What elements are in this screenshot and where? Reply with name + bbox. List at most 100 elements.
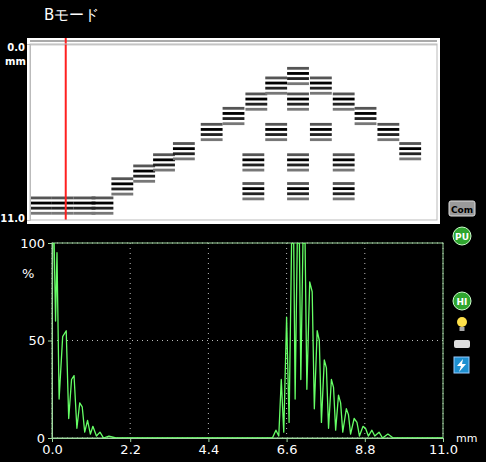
echo [287, 182, 309, 200]
echo-stripe [173, 157, 195, 160]
x-axis: 0.02.24.46.68.811.0 [42, 438, 458, 457]
echo [265, 123, 287, 141]
tick-label: 100 [20, 236, 45, 251]
y-axis: 0.011.0 [0, 42, 30, 224]
echo-stripe [242, 192, 264, 195]
echo-stripe [310, 128, 332, 131]
echo-stripe [377, 133, 399, 136]
echo-stripe [377, 138, 399, 141]
echo-stripe [399, 142, 421, 145]
echo [133, 165, 155, 183]
echo-stripe [223, 112, 245, 115]
echo-stripe [173, 142, 195, 145]
indicators: ComPUHI [449, 201, 475, 373]
echo [92, 197, 114, 215]
tick-label: 4.4 [199, 442, 220, 457]
icon-battery [454, 357, 469, 373]
echo-stripe [265, 87, 287, 90]
echo [310, 77, 332, 95]
echo-stripe [173, 152, 195, 155]
echo-stripe [333, 192, 355, 195]
echo-stripe [333, 197, 355, 200]
echo-stripe [111, 188, 133, 191]
echo-stripe [399, 152, 421, 155]
echo [242, 182, 264, 200]
echo-stripe [245, 98, 267, 101]
echo-stripe [133, 165, 155, 168]
tick: 11.0 [429, 438, 458, 457]
echo [153, 153, 175, 171]
axis-line [48, 244, 53, 439]
echo-stripe [153, 164, 175, 167]
tick-mark [27, 220, 30, 221]
echo [355, 107, 377, 125]
echo-stripe [333, 169, 355, 172]
echo [287, 67, 309, 85]
echo-stripe [287, 197, 309, 200]
echo-stripe [310, 92, 332, 95]
echo-stripe [92, 197, 114, 200]
echo-stripe [223, 117, 245, 120]
echo-stripe [310, 82, 332, 85]
echo-stripe [333, 98, 355, 101]
echo-stripe [355, 112, 377, 115]
y-axis: 050100 [20, 236, 52, 446]
echo-stripe [245, 93, 267, 96]
echo-stripe [242, 169, 264, 172]
icon-plug [454, 340, 470, 348]
tick-label: 11.0 [429, 442, 458, 457]
tick-mark [27, 44, 30, 45]
bscan-plot [30, 38, 437, 220]
tick: 50 [28, 333, 52, 348]
tick-label: 0.0 [42, 442, 63, 457]
tick: 0.0 [7, 42, 30, 53]
indicator-box [449, 201, 475, 216]
echo [377, 123, 399, 141]
echo-stripe [242, 197, 264, 200]
echo-stripe [223, 122, 245, 125]
echo-stripe [153, 169, 175, 172]
waveform [52, 243, 443, 438]
echo-stripe [242, 158, 264, 161]
cursor [65, 38, 67, 220]
echo-stripe [52, 197, 74, 200]
tick-label: 0.0 [7, 42, 25, 53]
echo-stripe [287, 182, 309, 185]
echo-stripe [333, 108, 355, 111]
echo-stripe [310, 123, 332, 126]
echo-stripe [223, 107, 245, 110]
echo-stripe [265, 77, 287, 80]
echo-stripe [310, 77, 332, 80]
tick: 100 [20, 236, 52, 251]
echo-stripe [265, 82, 287, 85]
echo-stripe [287, 72, 309, 75]
tick-label: 50 [28, 333, 45, 348]
echo-stripe [242, 187, 264, 190]
echo [287, 93, 309, 111]
tick-label: 2.2 [120, 442, 141, 457]
surface-line [30, 40, 437, 42]
echo-stripe [287, 169, 309, 172]
echo-stripe [333, 153, 355, 156]
grid-line [52, 340, 443, 341]
axis-title: mm [5, 56, 26, 67]
echo-stripe [153, 153, 175, 156]
echo-stripe [265, 123, 287, 126]
echo-stripe [377, 128, 399, 131]
echo-stripe [52, 212, 74, 215]
tick: 4.4 [199, 438, 220, 457]
bscan-frame [30, 44, 437, 220]
tick: 8.8 [355, 438, 376, 457]
echo-stripe [287, 93, 309, 96]
axis-title: % [22, 266, 34, 281]
tick-mark [48, 243, 52, 244]
indicator-label: Com [451, 205, 473, 215]
axis-line [27, 45, 31, 221]
icon-bulb-base [460, 327, 465, 331]
echo-stripe [287, 158, 309, 161]
echo-stripe [111, 193, 133, 196]
echo-stripe [242, 164, 264, 167]
echo-stripe [333, 158, 355, 161]
plot-frame [52, 243, 443, 438]
echo-stripe [310, 138, 332, 141]
